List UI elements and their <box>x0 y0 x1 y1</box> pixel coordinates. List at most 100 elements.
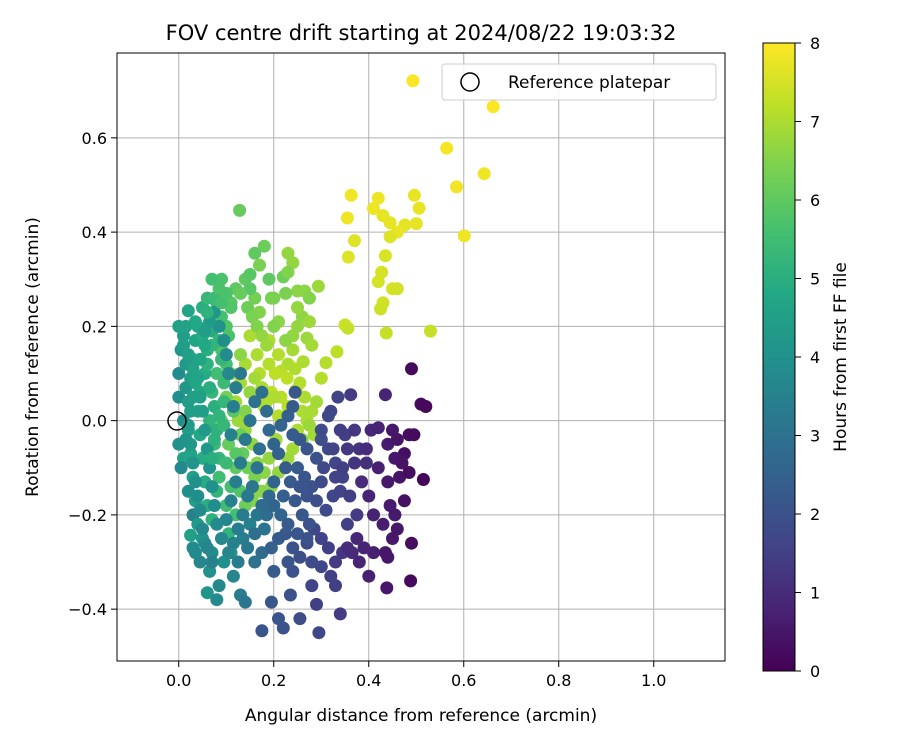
scatter-point <box>279 334 293 347</box>
colorbar-tick-label: 5 <box>810 270 820 289</box>
scatter-point <box>405 362 418 376</box>
grid-lines <box>117 53 725 661</box>
scatter-point <box>486 100 500 114</box>
scatter-point <box>450 180 464 194</box>
scatter-point <box>267 475 281 489</box>
colorbar-label: Hours from first FF file <box>831 262 851 452</box>
scatter-point <box>380 581 394 595</box>
scatter-point <box>300 532 314 545</box>
scatter-point <box>291 461 304 475</box>
scatter-point <box>371 191 385 205</box>
scatter-point <box>331 390 345 404</box>
scatter-point <box>243 268 257 281</box>
scatter-point <box>386 532 399 545</box>
scatter-point <box>381 550 395 564</box>
scatter-point <box>286 400 300 413</box>
scatter-point <box>397 494 411 508</box>
scatter-point <box>250 348 264 362</box>
scatter-point <box>407 188 421 202</box>
scatter-point <box>196 404 209 418</box>
scatter-point <box>181 348 195 362</box>
scatter-point <box>212 409 226 423</box>
scatter-point <box>267 437 281 451</box>
scatter-point <box>248 555 262 569</box>
scatter-point <box>381 475 395 489</box>
scatter-point <box>376 517 390 531</box>
scatter-point <box>255 624 269 638</box>
scatter-point <box>352 555 366 569</box>
scatter-point <box>395 456 409 470</box>
legend-entry-reference-platepar: Reference platepar <box>508 73 670 93</box>
scatter-point <box>281 517 295 531</box>
scatter-point <box>333 607 347 621</box>
scatter-point <box>288 362 302 376</box>
colorbar <box>762 42 796 672</box>
scatter-point <box>248 395 262 409</box>
scatter-point <box>205 272 219 286</box>
scatter-point <box>241 541 255 555</box>
scatter-point <box>268 367 282 380</box>
scatter-point <box>312 626 326 640</box>
x-tick-label: 0.2 <box>261 671 286 690</box>
scatter-point <box>378 388 392 402</box>
scatter-point <box>340 541 354 555</box>
scatter-point <box>262 489 276 503</box>
scatter-point <box>193 352 207 366</box>
scatter-point <box>333 423 347 437</box>
scatter-point <box>329 470 342 484</box>
scatter-point <box>341 250 355 264</box>
scatter-point <box>305 338 319 352</box>
scatter-point <box>224 494 238 508</box>
scatter-point <box>340 442 354 456</box>
scatter-point <box>321 409 335 423</box>
scatter-point <box>371 421 385 435</box>
scatter-point <box>172 367 186 380</box>
scatter-point <box>293 550 307 564</box>
scatter-point <box>188 376 202 390</box>
colorbar-tick-label: 7 <box>810 113 820 132</box>
scatter-point <box>336 461 350 475</box>
scatter-point <box>255 385 269 399</box>
scatter-point <box>286 428 300 442</box>
scatter-point <box>243 329 257 343</box>
plot-frame <box>116 52 726 662</box>
scatter-point <box>217 334 231 347</box>
scatter-point <box>314 532 328 545</box>
scatter-point <box>457 229 471 243</box>
scatter-point <box>210 367 224 380</box>
scatter-point <box>188 546 202 560</box>
scatter-point <box>207 433 221 446</box>
scatter-point <box>374 302 388 316</box>
scatter-point <box>248 371 262 385</box>
scatter-point <box>279 286 293 300</box>
scatter-point <box>314 371 328 385</box>
scatter-point <box>350 508 364 522</box>
scatter-point <box>267 291 281 305</box>
scatter-point <box>300 442 314 456</box>
scatter-point <box>407 428 421 442</box>
scatter-point <box>344 388 358 402</box>
scatter-point <box>226 400 240 413</box>
scatter-point <box>222 367 236 380</box>
scatter-point <box>276 489 290 503</box>
x-axis-ticks: 0.0 0.2 0.4 0.6 0.8 1.0 <box>166 661 666 690</box>
scatter-point <box>288 494 302 508</box>
scatter-point <box>330 345 344 359</box>
scatter-point <box>281 265 295 279</box>
scatter-point <box>350 532 364 545</box>
scatter-point <box>314 433 328 446</box>
scatter-point <box>388 508 402 522</box>
scatter-point <box>440 141 454 155</box>
scatter-point <box>340 211 354 225</box>
scatter-point <box>343 489 357 503</box>
colorbar-tick-label: 2 <box>810 505 820 524</box>
colorbar-tick-label: 1 <box>810 584 820 603</box>
scatter-point <box>198 338 212 352</box>
scatter-point <box>310 395 323 409</box>
y-axis-ticks: −0.4 −0.2 0.0 0.2 0.4 0.6 <box>68 129 117 619</box>
scatter-point <box>419 400 433 413</box>
scatter-point <box>383 230 397 244</box>
scatter-point <box>302 315 316 329</box>
scatter-point <box>174 461 188 475</box>
